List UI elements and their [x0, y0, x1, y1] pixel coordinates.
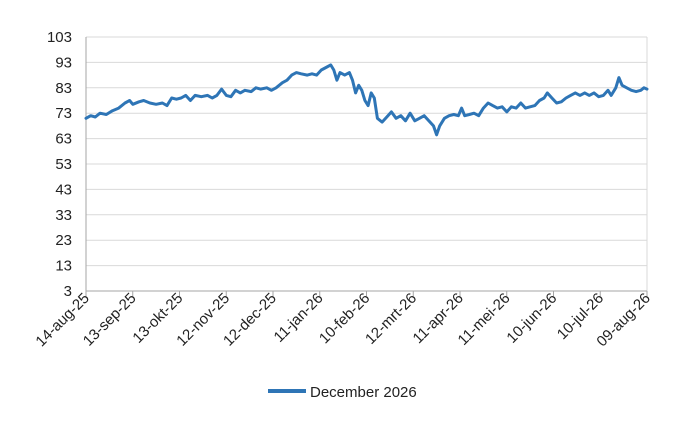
legend-label: December 2026: [310, 384, 417, 401]
y-tick-label: 83: [55, 80, 72, 97]
y-tick-label: 73: [55, 105, 72, 122]
y-tick-labels: 103 93 83 73 63 53 43 33 23 13 3: [47, 29, 72, 300]
y-tick-label: 3: [64, 283, 72, 300]
y-tick-label: 53: [55, 156, 72, 173]
y-tick-label: 43: [55, 181, 72, 198]
y-tick-label: 23: [55, 232, 72, 249]
gridlines: [86, 36, 648, 292]
y-tick-label: 103: [47, 29, 72, 46]
y-tick-label: 33: [55, 207, 72, 224]
series-line-december-2026: [84, 63, 649, 137]
legend: December 2026: [268, 384, 417, 401]
x-tick-labels: 14-aug-2513-sep-2513-okt-2512-nov-2512-d…: [32, 290, 653, 350]
y-tick-label: 93: [55, 54, 72, 71]
x-tick-label: 10-jun-26: [503, 290, 560, 347]
y-tick-label: 13: [55, 258, 72, 275]
x-tick-label: 12-mrt-26: [362, 290, 420, 348]
series-lines: [84, 63, 649, 137]
y-tick-label: 63: [55, 131, 72, 148]
axes: [85, 37, 648, 296]
